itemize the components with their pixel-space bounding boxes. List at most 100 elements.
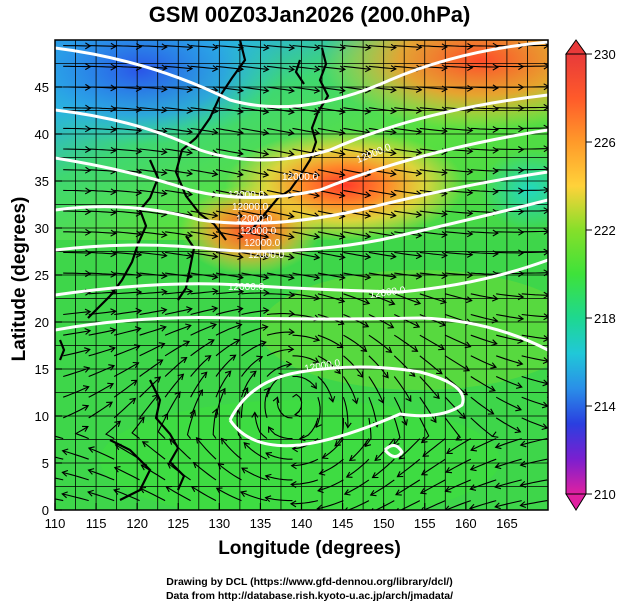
contour-labels: 12000.0 12000.0 12000.0 12000.0 12000.0 … <box>228 142 407 375</box>
streamline <box>521 210 548 212</box>
streamline <box>495 417 521 433</box>
streamline-arrow <box>262 170 270 178</box>
streamline-arrow <box>183 340 191 347</box>
streamline <box>215 210 243 217</box>
streamline-arrow <box>241 467 248 474</box>
streamline <box>139 148 167 153</box>
streamline <box>139 343 165 357</box>
streamline <box>63 386 89 398</box>
contour-label: 12000.0 <box>244 238 281 249</box>
streamline <box>419 86 447 90</box>
streamline-arrow <box>543 227 548 235</box>
streamline-arrow <box>287 345 295 353</box>
streamline-arrow <box>441 127 448 135</box>
streamline-arrow <box>401 419 408 426</box>
streamline <box>88 45 116 47</box>
streamline <box>241 107 269 113</box>
streamline <box>74 426 89 440</box>
y-tick-label: 25 <box>35 268 49 283</box>
streamline-arrow <box>313 191 321 199</box>
streamline <box>422 500 446 510</box>
streamline <box>445 355 470 372</box>
streamline <box>88 291 116 295</box>
streamline-arrow <box>339 253 346 261</box>
streamline <box>317 231 345 238</box>
streamline <box>55 456 64 460</box>
streamline-arrow <box>382 371 389 379</box>
streamline <box>521 313 548 318</box>
streamline <box>215 272 243 279</box>
streamline <box>63 251 91 254</box>
streamline <box>419 210 447 215</box>
streamline-arrow <box>339 44 347 52</box>
streamline <box>266 65 295 71</box>
streamline-arrow <box>110 229 117 237</box>
streamline <box>419 417 430 443</box>
streamline-arrow <box>82 385 90 392</box>
streamline-arrow <box>312 357 320 364</box>
x-tick-label: 155 <box>414 516 436 531</box>
streamline-arrow <box>516 359 524 367</box>
streamline-arrow <box>405 395 412 402</box>
streamline <box>88 272 116 276</box>
streamline <box>140 487 166 502</box>
streamline-arrow <box>441 43 448 51</box>
streamline-arrow <box>492 105 499 113</box>
streamline-arrow <box>219 387 226 395</box>
streamline-arrow <box>413 321 421 329</box>
streamline <box>470 479 497 490</box>
x-axis-label: Longitude (degrees) <box>218 538 401 559</box>
streamline-arrow <box>210 322 218 330</box>
streamline <box>317 334 344 349</box>
streamline <box>322 438 344 459</box>
streamline <box>190 272 218 278</box>
streamline-arrow <box>542 357 548 365</box>
streamline <box>445 127 473 132</box>
contour-label: 12000.0 <box>248 250 285 261</box>
streamline-arrow <box>160 307 168 314</box>
streamline-arrow <box>84 208 92 216</box>
streamline-arrow <box>211 128 219 136</box>
streamline-arrow <box>339 129 346 136</box>
streamline <box>445 169 473 173</box>
streamline-arrow <box>459 412 467 419</box>
streamline-arrow <box>543 335 548 342</box>
streamline-arrow <box>396 471 404 478</box>
streamline <box>419 107 447 111</box>
streamline <box>521 417 548 429</box>
streamline <box>422 438 446 457</box>
streamline-arrow <box>310 382 317 390</box>
streamline-arrow <box>61 469 69 477</box>
streamline-arrow <box>37 472 42 478</box>
streamline-arrow <box>408 370 416 378</box>
x-tick-label: 125 <box>167 516 189 531</box>
streamline <box>368 231 396 237</box>
streamline-arrow <box>492 229 499 237</box>
streamline-arrow <box>288 170 295 178</box>
streamline <box>241 326 268 336</box>
streamline-arrow <box>390 170 397 178</box>
streamline <box>445 272 473 276</box>
streamline-arrow <box>160 189 168 197</box>
streamline-arrow <box>543 248 548 256</box>
streamline-arrow <box>444 486 452 493</box>
streamline-arrow <box>84 187 92 195</box>
streamline-arrow <box>262 307 270 315</box>
streamline <box>241 86 269 92</box>
streamline <box>496 355 523 365</box>
streamline <box>291 479 319 485</box>
streamline <box>292 251 320 259</box>
streamline <box>520 500 548 507</box>
streamline <box>496 334 523 342</box>
streamline <box>266 272 294 279</box>
streamline <box>317 293 345 303</box>
streamline <box>394 107 422 112</box>
streamline-arrow <box>180 357 188 364</box>
streamline-arrow <box>415 272 423 280</box>
streamline <box>265 497 293 502</box>
streamline <box>317 169 345 176</box>
streamline-arrow <box>135 43 143 50</box>
streamline <box>105 420 121 440</box>
streamline <box>266 107 294 113</box>
streamline-arrow <box>133 344 141 351</box>
